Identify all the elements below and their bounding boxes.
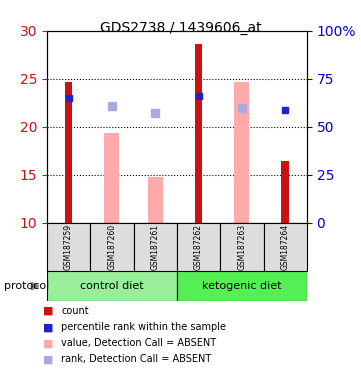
Bar (281, 161, 289, 223)
Text: ■: ■ (43, 322, 54, 332)
Text: ketogenic diet: ketogenic diet (202, 281, 282, 291)
FancyBboxPatch shape (134, 223, 177, 271)
Text: protocol: protocol (4, 281, 49, 291)
Text: GSM187264: GSM187264 (281, 223, 290, 270)
Text: ■: ■ (43, 354, 54, 364)
Text: GSM187261: GSM187261 (151, 224, 160, 270)
FancyBboxPatch shape (264, 223, 307, 271)
Text: GSM187262: GSM187262 (194, 224, 203, 270)
FancyBboxPatch shape (47, 271, 177, 301)
Text: value, Detection Call = ABSENT: value, Detection Call = ABSENT (61, 338, 217, 348)
Text: GSM187259: GSM187259 (64, 223, 73, 270)
FancyBboxPatch shape (47, 223, 90, 271)
Bar (148, 177, 163, 223)
Text: rank, Detection Call = ABSENT: rank, Detection Call = ABSENT (61, 354, 212, 364)
Text: ■: ■ (43, 338, 54, 348)
FancyBboxPatch shape (90, 223, 134, 271)
Bar (234, 82, 249, 223)
Text: percentile rank within the sample: percentile rank within the sample (61, 322, 226, 332)
Text: GSM187263: GSM187263 (238, 223, 246, 270)
Text: count: count (61, 306, 89, 316)
Bar (65, 82, 73, 223)
Bar (104, 133, 119, 223)
Text: control diet: control diet (80, 281, 144, 291)
Bar (195, 44, 203, 223)
Text: GSM187260: GSM187260 (108, 223, 116, 270)
FancyBboxPatch shape (177, 223, 220, 271)
FancyBboxPatch shape (220, 223, 264, 271)
Text: GDS2738 / 1439606_at: GDS2738 / 1439606_at (100, 21, 261, 35)
FancyBboxPatch shape (177, 271, 307, 301)
Text: ■: ■ (43, 306, 54, 316)
